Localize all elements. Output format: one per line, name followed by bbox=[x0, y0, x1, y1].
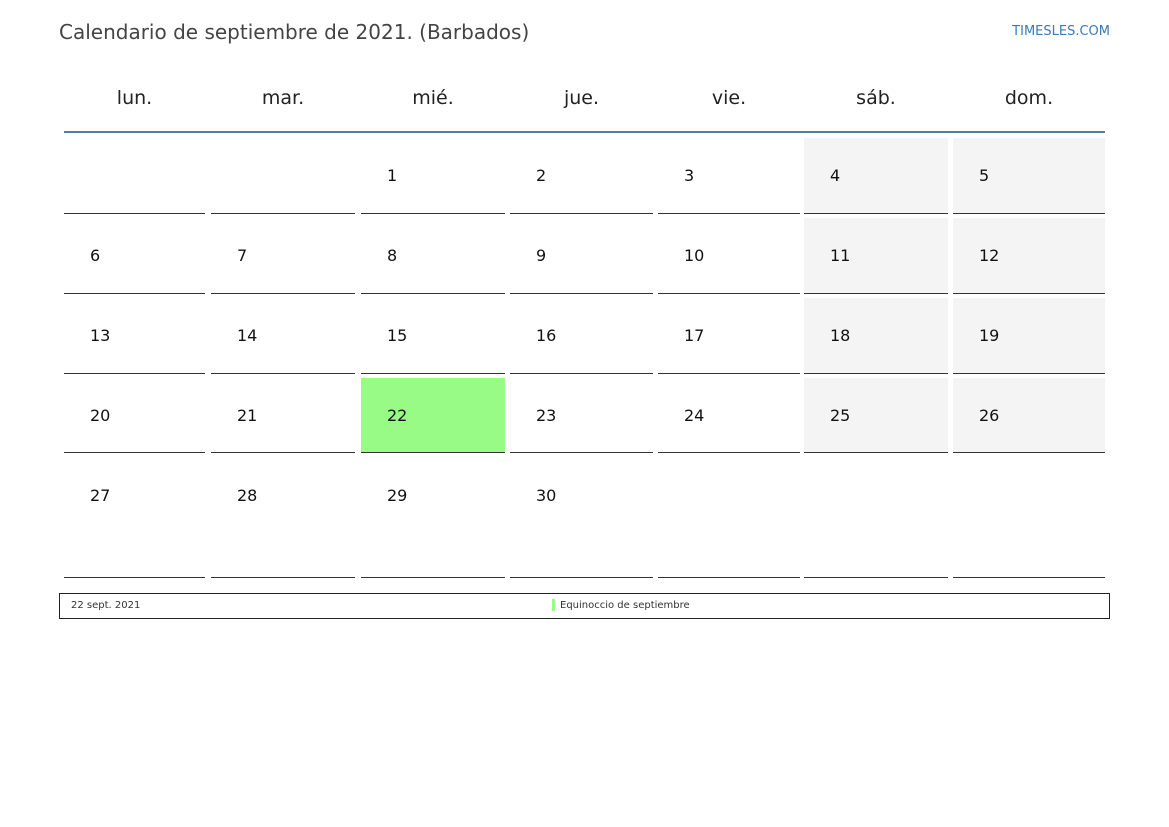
day-cell bbox=[658, 458, 800, 578]
header-rule bbox=[64, 131, 1105, 133]
day-number: 25 bbox=[830, 406, 851, 425]
day-cell: 30 bbox=[510, 458, 653, 578]
day-cell: 11 bbox=[804, 218, 948, 294]
day-cell: 6 bbox=[64, 218, 205, 294]
day-number: 11 bbox=[830, 246, 851, 265]
day-number: 28 bbox=[237, 486, 258, 505]
legend-label: Equinoccio de septiembre bbox=[560, 600, 690, 611]
day-number: 15 bbox=[387, 326, 408, 345]
day-number: 14 bbox=[237, 326, 258, 345]
day-number: 16 bbox=[536, 326, 557, 345]
day-cell bbox=[211, 138, 355, 214]
day-cell: 8 bbox=[361, 218, 505, 294]
weekday-label: lun. bbox=[116, 87, 153, 109]
day-number: 10 bbox=[684, 246, 705, 265]
day-number: 20 bbox=[90, 406, 111, 425]
day-cell bbox=[953, 458, 1105, 578]
weekday-label: dom. bbox=[1004, 87, 1054, 109]
day-number: 6 bbox=[90, 246, 101, 265]
day-number: 23 bbox=[536, 406, 557, 425]
day-number: 17 bbox=[684, 326, 705, 345]
day-cell: 3 bbox=[658, 138, 800, 214]
day-cell: 13 bbox=[64, 298, 205, 374]
day-number: 3 bbox=[684, 166, 695, 185]
day-cell: 27 bbox=[64, 458, 205, 578]
day-number: 26 bbox=[979, 406, 1000, 425]
legend-swatch bbox=[552, 599, 555, 611]
day-cell: 20 bbox=[64, 378, 205, 453]
day-number: 1 bbox=[387, 166, 398, 185]
day-cell: 24 bbox=[658, 378, 800, 453]
day-number: 24 bbox=[684, 406, 705, 425]
day-cell: 7 bbox=[211, 218, 355, 294]
day-cell: 14 bbox=[211, 298, 355, 374]
day-cell: 1 bbox=[361, 138, 505, 214]
day-number: 30 bbox=[536, 486, 557, 505]
day-number: 7 bbox=[237, 246, 248, 265]
day-cell bbox=[64, 138, 205, 214]
day-number: 21 bbox=[237, 406, 258, 425]
day-number: 8 bbox=[387, 246, 398, 265]
day-number: 4 bbox=[830, 166, 841, 185]
day-number: 22 bbox=[387, 406, 408, 425]
legend-date: 22 sept. 2021 bbox=[71, 600, 141, 611]
day-cell: 18 bbox=[804, 298, 948, 374]
day-cell: 9 bbox=[510, 218, 653, 294]
day-cell: 19 bbox=[953, 298, 1105, 374]
weekday-label: mar. bbox=[261, 87, 305, 109]
day-cell: 21 bbox=[211, 378, 355, 453]
day-cell: 17 bbox=[658, 298, 800, 374]
day-cell: 16 bbox=[510, 298, 653, 374]
day-cell: 12 bbox=[953, 218, 1105, 294]
day-cell: 10 bbox=[658, 218, 800, 294]
weekday-label: mié. bbox=[412, 87, 454, 109]
day-number: 2 bbox=[536, 166, 547, 185]
day-cell: 26 bbox=[953, 378, 1105, 453]
day-cell: 22 bbox=[361, 378, 505, 453]
day-cell bbox=[804, 458, 948, 578]
weekday-label: sáb. bbox=[856, 87, 896, 109]
day-cell: 5 bbox=[953, 138, 1105, 214]
day-cell: 2 bbox=[510, 138, 653, 214]
day-cell: 4 bbox=[804, 138, 948, 214]
day-cell: 15 bbox=[361, 298, 505, 374]
day-cell: 25 bbox=[804, 378, 948, 453]
site-link[interactable]: TIMESLES.COM bbox=[1012, 24, 1110, 39]
weekday-label: jue. bbox=[563, 87, 600, 109]
calendar-title: Calendario de septiembre de 2021. (Barba… bbox=[59, 20, 530, 44]
weekday-label: vie. bbox=[711, 87, 747, 109]
day-number: 12 bbox=[979, 246, 1000, 265]
day-number: 29 bbox=[387, 486, 408, 505]
day-number: 13 bbox=[90, 326, 111, 345]
day-cell: 28 bbox=[211, 458, 355, 578]
day-number: 5 bbox=[979, 166, 990, 185]
day-number: 19 bbox=[979, 326, 1000, 345]
legend: 22 sept. 2021 Equinoccio de septiembre bbox=[59, 593, 1110, 619]
day-cell: 23 bbox=[510, 378, 653, 453]
day-cell: 29 bbox=[361, 458, 505, 578]
day-number: 9 bbox=[536, 246, 547, 265]
day-number: 27 bbox=[90, 486, 111, 505]
day-number: 18 bbox=[830, 326, 851, 345]
